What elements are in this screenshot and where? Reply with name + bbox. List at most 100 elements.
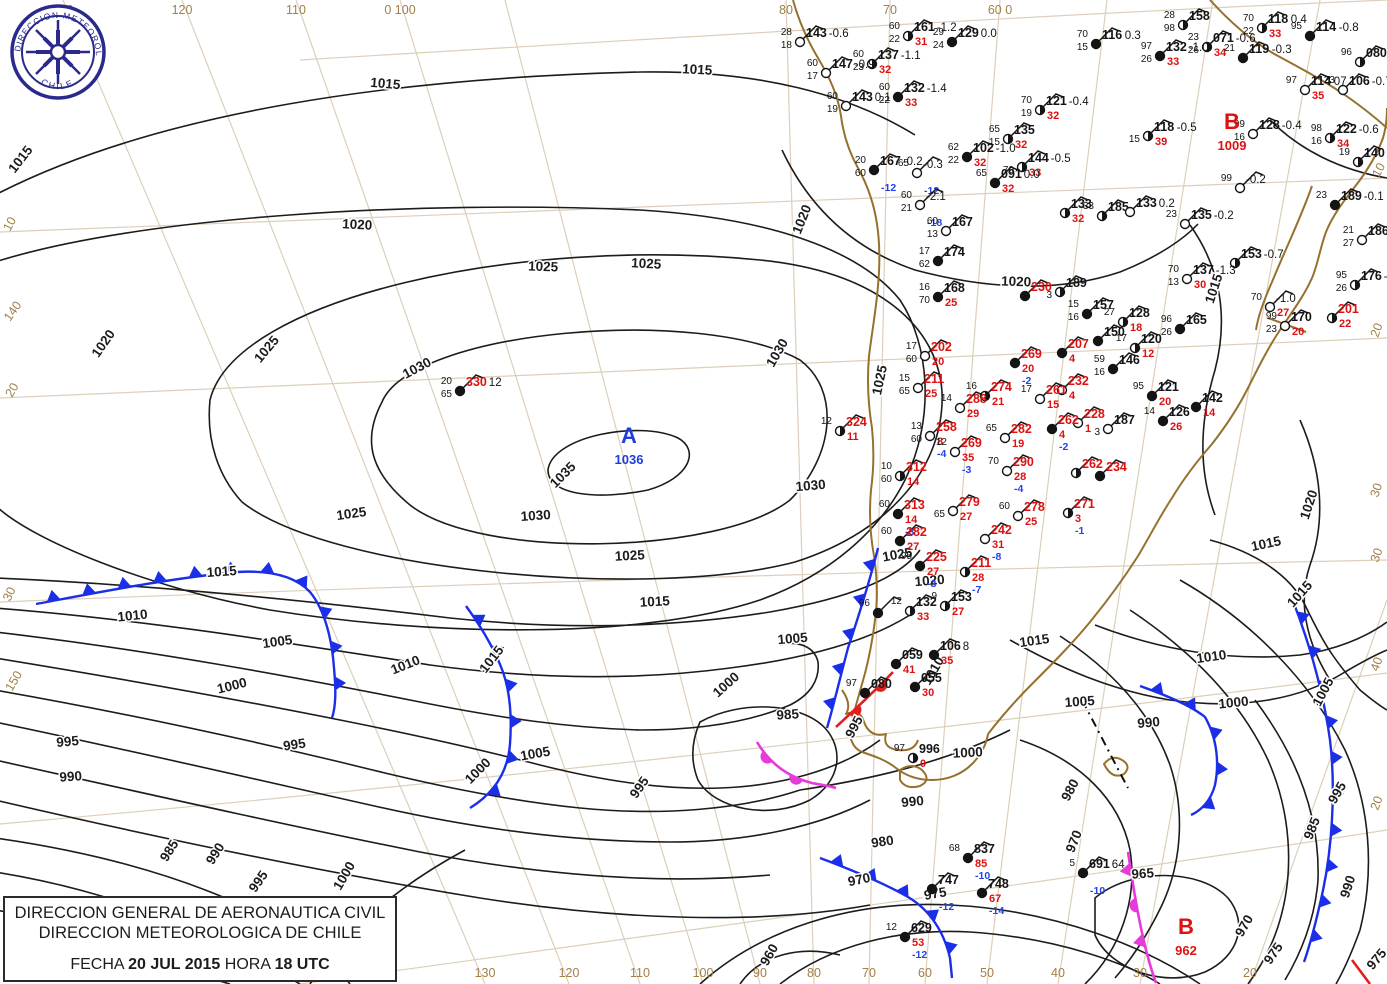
station-plot: 14 288 29 [941,391,987,420]
cold-front-pip [1119,862,1132,877]
cold-front-pip [117,576,132,589]
cloud-cover-icon [1077,867,1089,879]
grid-label: 20 [1368,321,1386,339]
isobar-label: 1020 [914,572,945,590]
cold-front-pip [260,561,275,574]
svg-text:1: 1 [1085,423,1091,435]
isobar-label: 1005 [519,743,552,763]
warm-front-pip [849,705,862,717]
svg-text:26: 26 [1336,283,1348,294]
station-plot: 60 17 147 -0.9 [807,56,875,82]
svg-text:269: 269 [1021,347,1042,361]
station-plot: 70 13 137 -1.3 30 [1168,262,1236,291]
grid-label: 70 [883,3,897,17]
station-plot: 60 22 132 -1.4 33 [879,80,947,109]
svg-text:132: 132 [904,81,925,95]
station-plot: 62 22 102 -1.0 32 [948,140,1016,169]
cloud-cover-icon [1072,417,1084,429]
grid-label: 120 [559,966,580,980]
svg-text:167: 167 [880,154,901,168]
cold-front-pip [1326,715,1339,729]
svg-text:27: 27 [1277,307,1289,319]
svg-text:747: 747 [938,873,959,887]
svg-text:140: 140 [1364,146,1385,160]
svg-text:39: 39 [1155,136,1167,148]
svg-text:16: 16 [1234,132,1246,143]
isobar-label: 1025 [881,544,914,564]
station-plot: 262 [1070,456,1103,479]
isobar-label: 1015 [206,563,237,580]
svg-text:23: 23 [1324,75,1336,86]
svg-text:27: 27 [960,511,972,523]
svg-text:22: 22 [1243,26,1255,37]
svg-text:34: 34 [1214,47,1227,59]
svg-text:165: 165 [1186,313,1207,327]
svg-text:12: 12 [1142,348,1154,360]
station-plot: 70 15 116 0.3 [1077,27,1141,53]
svg-text:157: 157 [1093,298,1114,312]
svg-text:288: 288 [966,392,987,406]
svg-text:28: 28 [1164,10,1176,21]
svg-text:18: 18 [781,40,793,51]
station-plot: 10 60 312 14 [881,459,927,488]
isobar-label: 1010 [1195,647,1227,666]
svg-text:A: A [621,423,637,448]
wind-barb-icon [940,244,962,259]
svg-text:41: 41 [903,664,915,676]
svg-text:33: 33 [917,611,929,623]
wind-barb-icon [1345,73,1367,88]
cold-front-pip [1331,750,1343,765]
svg-text:60: 60 [901,190,913,201]
svg-text:-12: -12 [924,185,939,197]
wind-barb-icon [955,494,977,509]
station-plot: 59 16 146 [1094,352,1140,378]
cold-front-pip [1330,822,1343,837]
isobar-label: 1015 [639,593,670,610]
svg-text:128: 128 [1259,118,1280,132]
wind-barb-icon [1062,275,1084,290]
svg-text:262: 262 [1082,457,1103,471]
svg-text:B: B [1178,914,1194,939]
wind-barb-icon [902,524,924,539]
svg-text:32: 32 [1002,183,1014,195]
station-plot: 269 20-2 [1009,346,1042,387]
wind-barb-icon [1089,297,1111,312]
wind-barb-icon [934,872,956,887]
grid-label: 20 [1243,966,1257,980]
station-plot: 9 153 27 [931,589,972,618]
svg-text:0.0: 0.0 [1024,169,1040,181]
svg-text:282: 282 [1011,422,1032,436]
svg-text:121: 121 [1046,94,1067,108]
isobar-label: 1025 [335,504,367,523]
isobar-label: 970 [846,870,871,889]
wind-barb-icon [842,414,864,429]
station-plot: 96 26 165 [1161,312,1207,338]
svg-text:0.2: 0.2 [1159,198,1175,210]
svg-text:-0.4: -0.4 [1282,120,1302,132]
grid-label: 120 [172,3,193,17]
cold-front-pip [863,868,877,881]
wind-barb-icon [1337,188,1359,203]
wind-barb-icon [948,214,970,229]
svg-text:174: 174 [944,245,965,259]
station-plot: 747 -12 [926,872,959,913]
svg-text:65: 65 [898,158,910,169]
svg-text:60: 60 [879,499,891,510]
svg-text:091: 091 [1001,167,1022,181]
wind-barb-icon [920,371,942,386]
cold-front-pip [82,583,96,596]
cloud-cover-icon [868,164,880,176]
svg-text:16: 16 [1094,367,1106,378]
svg-text:-0.1: -0.1 [1364,191,1384,203]
station-plot: 20 60 167 -0.2 -12 [855,153,923,194]
wind-barb-icon [1264,11,1286,26]
cold-front-pip [823,696,836,711]
wind-barb-icon [1362,45,1384,60]
station-plot: 14 126 26 [1144,404,1190,433]
cold-front-pip [830,854,844,867]
svg-text:0.1: 0.1 [875,92,891,104]
warm-front-pip [760,751,773,764]
svg-text:14: 14 [905,514,918,526]
